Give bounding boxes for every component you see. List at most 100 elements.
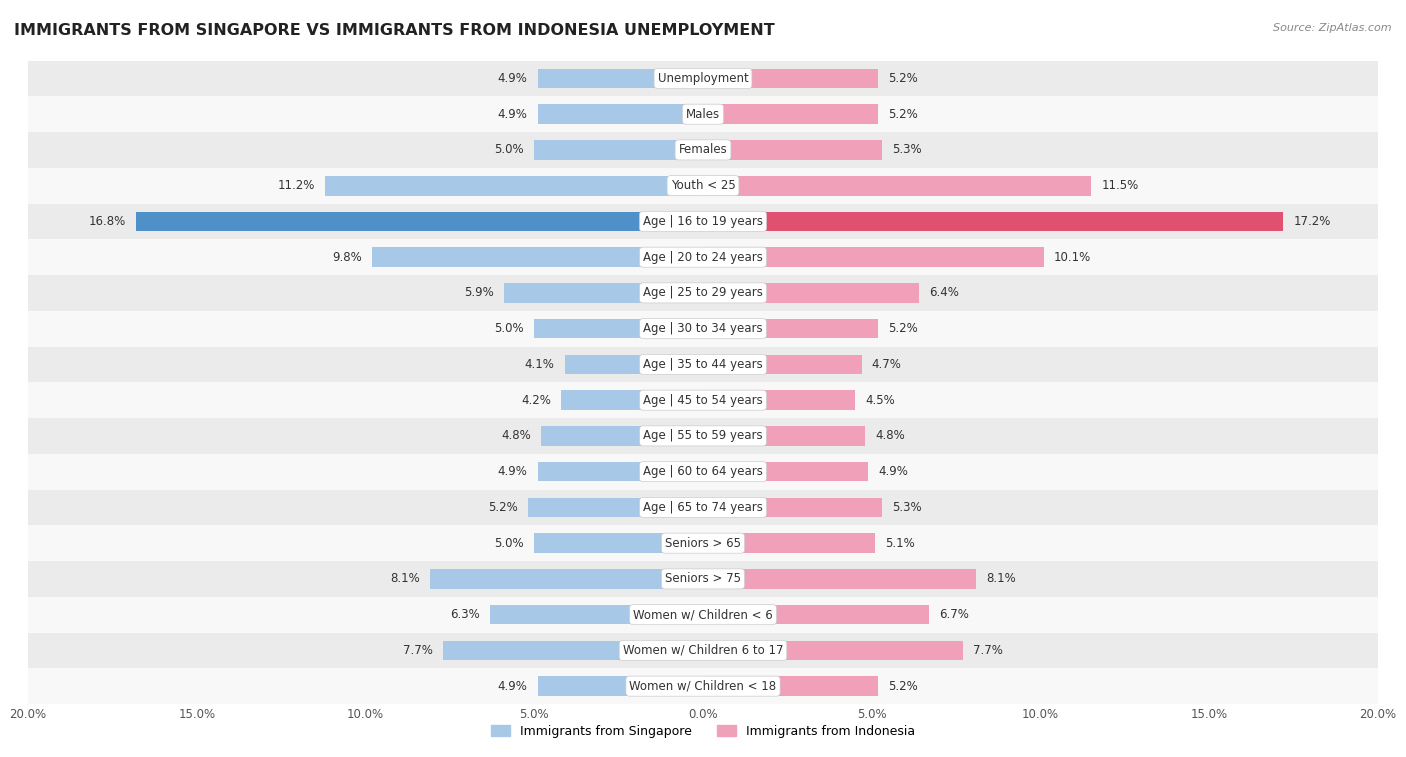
Bar [703, 176, 1091, 195]
Text: Age | 60 to 64 years: Age | 60 to 64 years [643, 465, 763, 478]
Bar [373, 248, 703, 267]
Text: Youth < 25: Youth < 25 [671, 179, 735, 192]
Text: Women w/ Children < 18: Women w/ Children < 18 [630, 680, 776, 693]
Text: 10.1%: 10.1% [1054, 251, 1091, 263]
Text: 8.1%: 8.1% [987, 572, 1017, 585]
Text: 5.2%: 5.2% [488, 501, 517, 514]
Text: 5.2%: 5.2% [889, 107, 918, 120]
Text: Women w/ Children < 6: Women w/ Children < 6 [633, 608, 773, 621]
Text: 5.0%: 5.0% [495, 537, 524, 550]
Bar [28, 204, 1378, 239]
Text: Source: ZipAtlas.com: Source: ZipAtlas.com [1274, 23, 1392, 33]
Bar [703, 283, 920, 303]
Bar [703, 569, 976, 589]
Text: 5.2%: 5.2% [889, 322, 918, 335]
Bar [28, 275, 1378, 311]
Bar [430, 569, 703, 589]
Bar [28, 418, 1378, 453]
Text: Males: Males [686, 107, 720, 120]
Bar [28, 96, 1378, 132]
Text: Age | 16 to 19 years: Age | 16 to 19 years [643, 215, 763, 228]
Text: 6.7%: 6.7% [939, 608, 969, 621]
Text: 6.4%: 6.4% [929, 286, 959, 300]
Bar [534, 534, 703, 553]
Bar [703, 212, 1284, 231]
Text: 5.0%: 5.0% [495, 322, 524, 335]
Bar [28, 561, 1378, 597]
Text: 5.1%: 5.1% [886, 537, 915, 550]
Text: Unemployment: Unemployment [658, 72, 748, 85]
Bar [703, 391, 855, 410]
Text: Age | 65 to 74 years: Age | 65 to 74 years [643, 501, 763, 514]
Text: Age | 30 to 34 years: Age | 30 to 34 years [643, 322, 763, 335]
Bar [325, 176, 703, 195]
Bar [703, 69, 879, 89]
Text: 11.2%: 11.2% [277, 179, 315, 192]
Bar [28, 382, 1378, 418]
Bar [561, 391, 703, 410]
Bar [28, 168, 1378, 204]
Bar [565, 354, 703, 374]
Text: 4.9%: 4.9% [498, 72, 527, 85]
Text: 5.9%: 5.9% [464, 286, 494, 300]
Bar [503, 283, 703, 303]
Bar [443, 640, 703, 660]
Bar [703, 104, 879, 124]
Text: 4.8%: 4.8% [501, 429, 531, 442]
Text: 5.3%: 5.3% [891, 143, 921, 157]
Bar [537, 676, 703, 696]
Text: IMMIGRANTS FROM SINGAPORE VS IMMIGRANTS FROM INDONESIA UNEMPLOYMENT: IMMIGRANTS FROM SINGAPORE VS IMMIGRANTS … [14, 23, 775, 38]
Text: Seniors > 65: Seniors > 65 [665, 537, 741, 550]
Bar [28, 239, 1378, 275]
Bar [537, 69, 703, 89]
Bar [703, 497, 882, 517]
Bar [703, 462, 869, 481]
Text: 4.9%: 4.9% [498, 107, 527, 120]
Text: 4.9%: 4.9% [498, 465, 527, 478]
Text: 4.9%: 4.9% [498, 680, 527, 693]
Text: 8.1%: 8.1% [389, 572, 419, 585]
Text: 16.8%: 16.8% [89, 215, 127, 228]
Bar [703, 605, 929, 625]
Bar [703, 640, 963, 660]
Bar [537, 462, 703, 481]
Text: Age | 20 to 24 years: Age | 20 to 24 years [643, 251, 763, 263]
Bar [28, 347, 1378, 382]
Bar [703, 676, 879, 696]
Text: Age | 35 to 44 years: Age | 35 to 44 years [643, 358, 763, 371]
Text: Females: Females [679, 143, 727, 157]
Text: 7.7%: 7.7% [973, 644, 1002, 657]
Text: Age | 45 to 54 years: Age | 45 to 54 years [643, 394, 763, 407]
Bar [28, 525, 1378, 561]
Text: 4.8%: 4.8% [875, 429, 905, 442]
Text: Seniors > 75: Seniors > 75 [665, 572, 741, 585]
Text: 4.2%: 4.2% [522, 394, 551, 407]
Bar [491, 605, 703, 625]
Bar [541, 426, 703, 446]
Text: Age | 25 to 29 years: Age | 25 to 29 years [643, 286, 763, 300]
Bar [703, 248, 1043, 267]
Bar [534, 319, 703, 338]
Text: 7.7%: 7.7% [404, 644, 433, 657]
Bar [527, 497, 703, 517]
Text: 6.3%: 6.3% [450, 608, 481, 621]
Text: 17.2%: 17.2% [1294, 215, 1331, 228]
Bar [28, 597, 1378, 633]
Text: 5.3%: 5.3% [891, 501, 921, 514]
Bar [703, 426, 865, 446]
Bar [537, 104, 703, 124]
Legend: Immigrants from Singapore, Immigrants from Indonesia: Immigrants from Singapore, Immigrants fr… [486, 720, 920, 743]
Text: 5.2%: 5.2% [889, 680, 918, 693]
Bar [136, 212, 703, 231]
Bar [28, 61, 1378, 96]
Bar [703, 319, 879, 338]
Text: 5.0%: 5.0% [495, 143, 524, 157]
Text: Age | 55 to 59 years: Age | 55 to 59 years [643, 429, 763, 442]
Text: Women w/ Children 6 to 17: Women w/ Children 6 to 17 [623, 644, 783, 657]
Text: 4.5%: 4.5% [865, 394, 894, 407]
Bar [534, 140, 703, 160]
Bar [28, 453, 1378, 490]
Bar [28, 633, 1378, 668]
Bar [28, 132, 1378, 168]
Text: 11.5%: 11.5% [1101, 179, 1139, 192]
